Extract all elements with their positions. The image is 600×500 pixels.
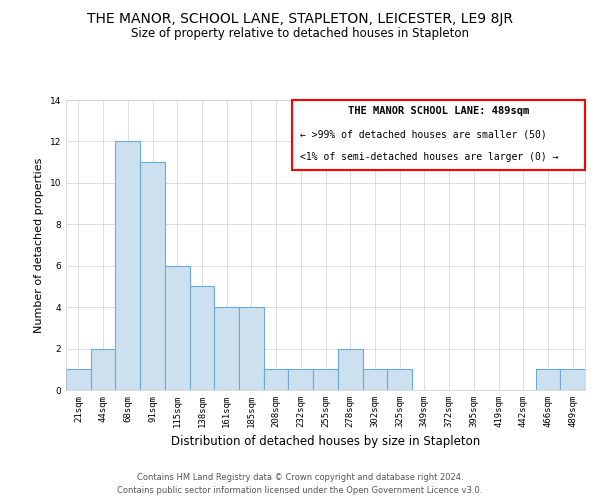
Bar bbox=[140, 162, 165, 390]
Bar bbox=[214, 307, 239, 390]
Bar bbox=[190, 286, 214, 390]
Text: <1% of semi-detached houses are larger (0) →: <1% of semi-detached houses are larger (… bbox=[299, 152, 558, 162]
Bar bbox=[289, 370, 313, 390]
Y-axis label: Number of detached properties: Number of detached properties bbox=[34, 158, 44, 332]
Bar bbox=[313, 370, 338, 390]
Text: THE MANOR, SCHOOL LANE, STAPLETON, LEICESTER, LE9 8JR: THE MANOR, SCHOOL LANE, STAPLETON, LEICE… bbox=[87, 12, 513, 26]
Bar bbox=[560, 370, 585, 390]
Bar bbox=[536, 370, 560, 390]
X-axis label: Distribution of detached houses by size in Stapleton: Distribution of detached houses by size … bbox=[171, 436, 480, 448]
Bar bbox=[362, 370, 387, 390]
Text: THE MANOR SCHOOL LANE: 489sqm: THE MANOR SCHOOL LANE: 489sqm bbox=[348, 106, 529, 116]
Bar bbox=[239, 307, 264, 390]
Bar bbox=[165, 266, 190, 390]
Text: Contains HM Land Registry data © Crown copyright and database right 2024.
Contai: Contains HM Land Registry data © Crown c… bbox=[118, 474, 482, 495]
Text: ← >99% of detached houses are smaller (50): ← >99% of detached houses are smaller (5… bbox=[299, 129, 546, 139]
Text: Size of property relative to detached houses in Stapleton: Size of property relative to detached ho… bbox=[131, 28, 469, 40]
Bar bbox=[66, 370, 91, 390]
Bar bbox=[115, 142, 140, 390]
Bar bbox=[387, 370, 412, 390]
FancyBboxPatch shape bbox=[292, 100, 585, 170]
Bar bbox=[91, 348, 115, 390]
Bar bbox=[264, 370, 289, 390]
Bar bbox=[338, 348, 362, 390]
